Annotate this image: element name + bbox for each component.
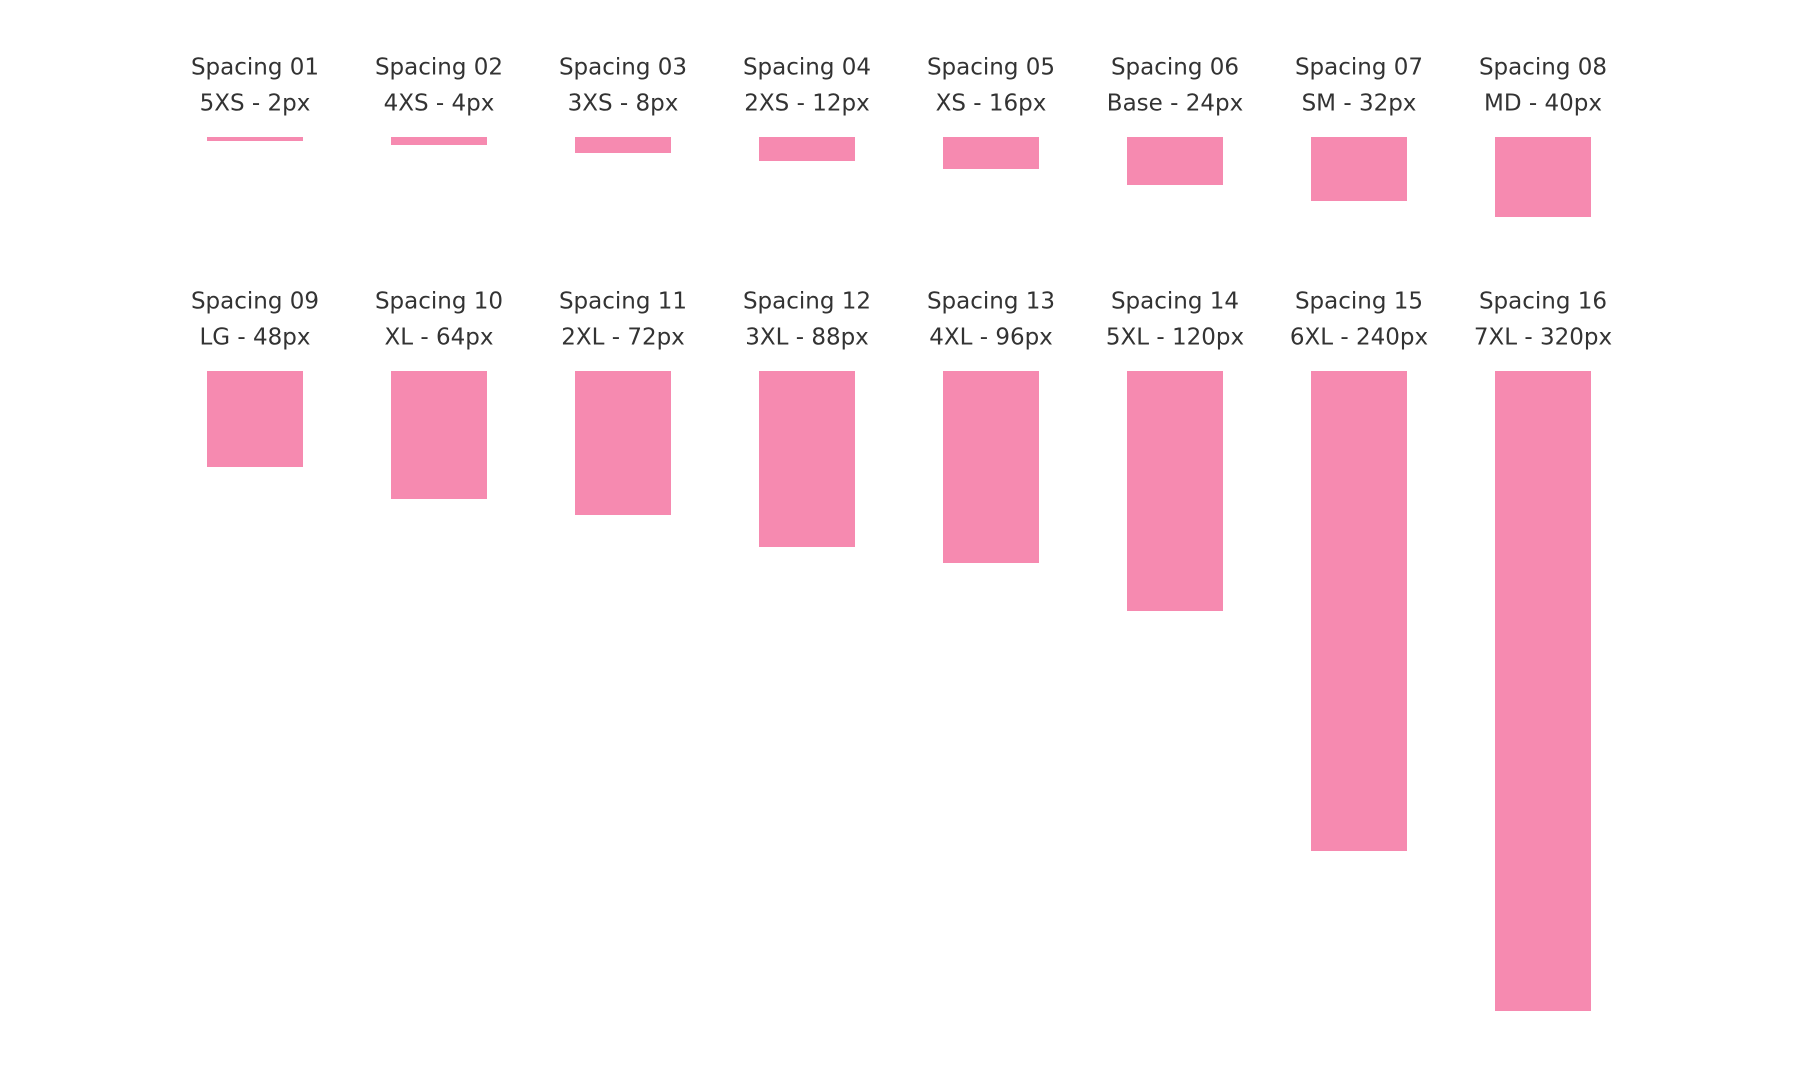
spacing-title: Spacing 01 xyxy=(191,55,319,81)
spacing-box xyxy=(943,371,1039,563)
spacing-title: Spacing 03 xyxy=(559,55,687,81)
spacing-label: 7XL - 320px xyxy=(1474,325,1612,351)
spacing-label: 2XS - 12px xyxy=(744,91,869,117)
spacing-box xyxy=(575,137,671,153)
spacing-label: 5XL - 120px xyxy=(1106,325,1244,351)
spacing-label: 3XL - 88px xyxy=(745,325,869,351)
spacing-box xyxy=(1127,137,1223,185)
spacing-title: Spacing 16 xyxy=(1479,289,1607,315)
spacing-box xyxy=(1311,137,1407,201)
spacing-label: Base - 24px xyxy=(1107,91,1243,117)
spacing-box xyxy=(391,371,487,499)
spacing-box xyxy=(943,137,1039,169)
spacing-title: Spacing 13 xyxy=(927,289,1055,315)
spacing-title: Spacing 06 xyxy=(1111,55,1239,81)
spacing-title: Spacing 04 xyxy=(743,55,871,81)
spacing-title: Spacing 12 xyxy=(743,289,871,315)
spacing-title: Spacing 11 xyxy=(559,289,687,315)
spacing-box xyxy=(1495,371,1591,1011)
spacing-title: Spacing 10 xyxy=(375,289,503,315)
spacing-label: MD - 40px xyxy=(1484,91,1602,117)
spacing-title: Spacing 14 xyxy=(1111,289,1239,315)
spacing-label: 4XL - 96px xyxy=(929,325,1053,351)
spacing-title: Spacing 05 xyxy=(927,55,1055,81)
spacing-title: Spacing 09 xyxy=(191,289,319,315)
spacing-box xyxy=(207,371,303,467)
spacing-label: 6XL - 240px xyxy=(1290,325,1428,351)
spacing-label: 5XS - 2px xyxy=(200,91,311,117)
spacing-label: 2XL - 72px xyxy=(561,325,685,351)
spacing-label: XS - 16px xyxy=(936,91,1047,117)
spacing-label: 3XS - 8px xyxy=(568,91,679,117)
spacing-title: Spacing 15 xyxy=(1295,289,1423,315)
spacing-box xyxy=(1127,371,1223,611)
spacing-title: Spacing 08 xyxy=(1479,55,1607,81)
spacing-box xyxy=(1311,371,1407,851)
spacing-box xyxy=(759,137,855,161)
spacing-box xyxy=(207,137,303,141)
spacing-box xyxy=(759,371,855,547)
spacing-label: LG - 48px xyxy=(199,325,310,351)
spacing-label: 4XS - 4px xyxy=(384,91,495,117)
spacing-label: SM - 32px xyxy=(1302,91,1417,117)
spacing-box xyxy=(575,371,671,515)
spacing-title: Spacing 07 xyxy=(1295,55,1423,81)
spacing-label: XL - 64px xyxy=(385,325,494,351)
spacing-box xyxy=(1495,137,1591,217)
spacing-box xyxy=(391,137,487,145)
spacing-title: Spacing 02 xyxy=(375,55,503,81)
